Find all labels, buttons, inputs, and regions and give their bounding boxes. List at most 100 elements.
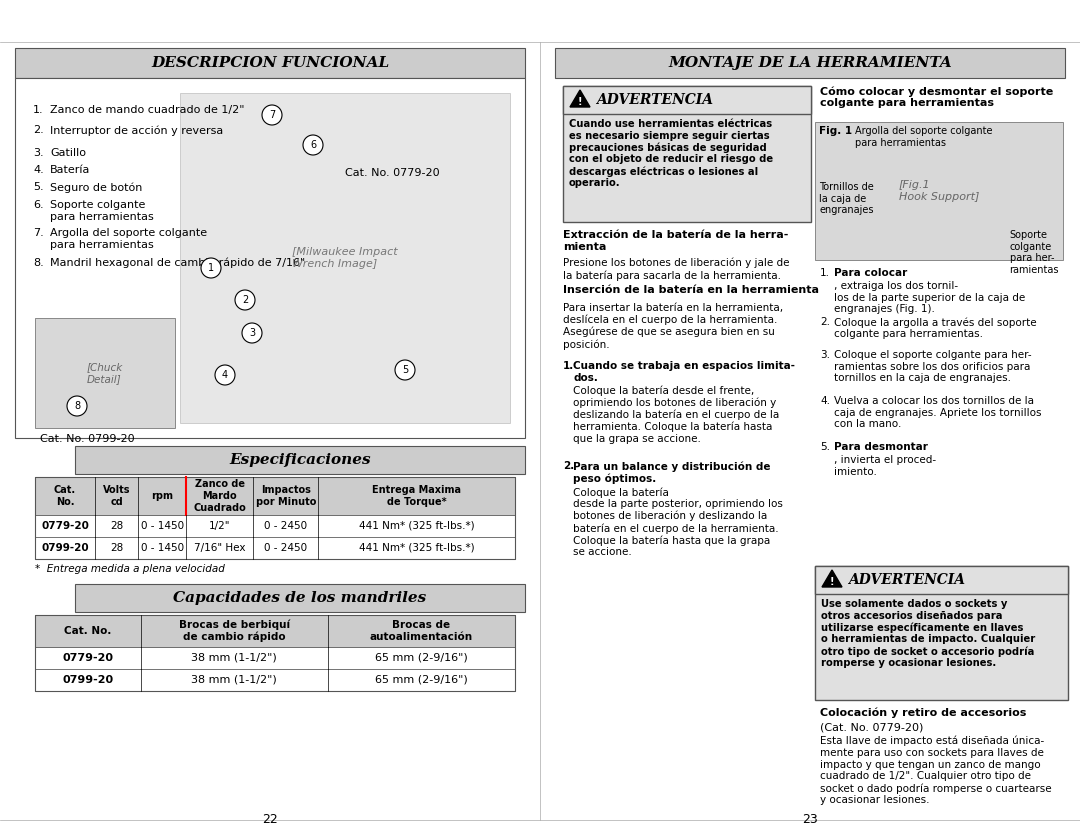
Text: Mandril hexagonal de cambio rápido de 7/16": Mandril hexagonal de cambio rápido de 7/… [50,258,306,269]
Bar [815,122,1063,260]
Text: 2: 2 [242,295,248,305]
Text: [Chuck
Detail]: [Chuck Detail] [86,362,123,384]
Text: Tornillos de
la caja de
engranajes: Tornillos de la caja de engranajes [819,182,874,215]
Text: 23: 23 [802,813,818,826]
Text: Extracción de la batería de la herra-
mienta: Extracción de la batería de la herra- mi… [563,230,788,252]
Text: Soporte
colgante
para her-
ramientas: Soporte colgante para her- ramientas [1010,230,1059,274]
Bar [555,48,1065,78]
Text: 4.: 4. [820,396,831,406]
Text: Para insertar la batería en la herramienta,
deslícela en el cuerpo de la herrami: Para insertar la batería en la herramien… [563,303,783,349]
Text: ADVERTENCIA: ADVERTENCIA [848,573,966,587]
Circle shape [303,135,323,155]
Text: Interruptor de acción y reversa: Interruptor de acción y reversa [50,125,224,135]
Text: Coloque la argolla a través del soporte
colgante para herramientas.: Coloque la argolla a través del soporte … [834,317,1037,339]
Text: 38 mm (1-1/2"): 38 mm (1-1/2") [191,653,278,663]
Text: Gatillo: Gatillo [50,148,86,158]
Text: Esta llave de impacto está diseñada única-
mente para uso con sockets para llave: Esta llave de impacto está diseñada únic… [820,736,1052,805]
Text: DESCRIPCION FUNCIONAL: DESCRIPCION FUNCIONAL [151,56,389,70]
Text: 3.: 3. [33,148,43,158]
Text: Soporte colgante
para herramientas: Soporte colgante para herramientas [50,200,153,222]
Text: Batería: Batería [50,165,91,175]
Text: Cat. No. 0799-20: Cat. No. 0799-20 [40,434,135,444]
Bar [563,86,811,222]
Circle shape [67,396,87,416]
Text: *  Entrega medida a plena velocidad: * Entrega medida a plena velocidad [35,564,225,574]
Text: Para colocar: Para colocar [834,268,907,278]
Text: 0799-20: 0799-20 [63,675,113,685]
Text: 22: 22 [262,813,278,826]
Text: Coloque la batería desde el frente,
oprimiendo los botones de liberación y
desli: Coloque la batería desde el frente, opri… [573,385,780,444]
Bar [35,537,515,559]
Text: 28: 28 [110,521,123,531]
Text: Argolla del soporte colgante
para herramientas: Argolla del soporte colgante para herram… [855,126,993,148]
Bar [35,318,175,428]
Text: 0 - 2450: 0 - 2450 [265,521,308,531]
Bar [563,86,811,114]
Bar [815,566,1068,594]
Text: Zanco de mando cuadrado de 1/2": Zanco de mando cuadrado de 1/2" [50,105,244,115]
Bar [75,584,525,612]
Text: Entrega Maxima
de Torque*: Entrega Maxima de Torque* [373,485,461,507]
Text: Cuando use herramientas eléctricas
es necesario siempre seguir ciertas
precaucio: Cuando use herramientas eléctricas es ne… [569,119,773,188]
Text: 441 Nm* (325 ft-lbs.*): 441 Nm* (325 ft-lbs.*) [359,521,474,531]
Text: 65 mm (2-9/16"): 65 mm (2-9/16") [375,653,468,663]
Text: 2.: 2. [820,317,831,327]
Text: 65 mm (2-9/16"): 65 mm (2-9/16") [375,675,468,685]
Bar [35,615,515,691]
Bar [75,446,525,474]
Bar [35,615,515,647]
Text: 1.: 1. [33,105,43,115]
Text: 38 mm (1-1/2"): 38 mm (1-1/2") [191,675,278,685]
Text: 0779-20: 0779-20 [41,521,89,531]
Text: ADVERTENCIA: ADVERTENCIA [596,93,713,107]
Text: Zanco de
Mardo
Cuadrado: Zanco de Mardo Cuadrado [193,480,246,513]
Text: 0 - 1450: 0 - 1450 [140,543,184,553]
Text: Fig. 1: Fig. 1 [819,126,852,136]
Bar [35,647,515,669]
Polygon shape [570,90,590,107]
Text: !: ! [829,577,834,587]
Bar [180,93,510,423]
Text: 3: 3 [248,328,255,338]
Text: Coloque la batería
desde la parte posterior, oprimiendo los
botones de liberació: Coloque la batería desde la parte poster… [573,487,783,557]
Text: Brocas de
autoalimentación: Brocas de autoalimentación [369,620,473,642]
Text: !: ! [578,97,582,107]
Bar [15,78,525,438]
Text: 6: 6 [310,140,316,150]
Bar [35,515,515,537]
Text: Cuando se trabaja en espacios limita-
dos.: Cuando se trabaja en espacios limita- do… [573,361,795,383]
Text: 0799-20: 0799-20 [41,543,89,553]
Circle shape [235,290,255,310]
Text: 1: 1 [208,263,214,273]
Text: 7/16" Hex: 7/16" Hex [194,543,245,553]
Text: rpm: rpm [151,491,173,501]
Text: Para desmontar: Para desmontar [834,442,928,452]
Text: 8.: 8. [33,258,44,268]
Text: Coloque el soporte colgante para her-
ramientas sobre los dos orificios para
tor: Coloque el soporte colgante para her- ra… [834,350,1031,383]
Text: Inserción de la batería en la herramienta: Inserción de la batería en la herramient… [563,285,819,295]
Circle shape [215,365,235,385]
Bar [35,477,515,515]
Text: 2.: 2. [33,125,44,135]
Circle shape [201,258,221,278]
Text: Volts
cd: Volts cd [103,485,131,507]
Text: 5.: 5. [820,442,831,452]
Text: 1.: 1. [820,268,831,278]
Text: Presione los botones de liberación y jale de
la batería para sacarla de la herra: Presione los botones de liberación y jal… [563,258,789,281]
Text: Cat. No.: Cat. No. [64,626,111,636]
Text: Capacidades de los mandriles: Capacidades de los mandriles [174,591,427,605]
Text: 5.: 5. [33,182,43,192]
Text: 7.: 7. [33,228,44,238]
Text: 7: 7 [269,110,275,120]
Text: Colocación y retiro de accesorios: Colocación y retiro de accesorios [820,708,1026,719]
Text: 4.: 4. [33,165,44,175]
Text: , extraiga los dos tornil-
los de la parte superior de la caja de
engranajes (Fi: , extraiga los dos tornil- los de la par… [834,281,1025,314]
Bar [35,669,515,691]
Text: Argolla del soporte colgante
para herramientas: Argolla del soporte colgante para herram… [50,228,207,249]
Polygon shape [822,570,842,587]
Text: 5: 5 [402,365,408,375]
Text: [Fig.1
Hook Support]: [Fig.1 Hook Support] [899,180,980,202]
Circle shape [395,360,415,380]
Circle shape [242,323,262,343]
Text: Especificaciones: Especificaciones [229,453,370,467]
